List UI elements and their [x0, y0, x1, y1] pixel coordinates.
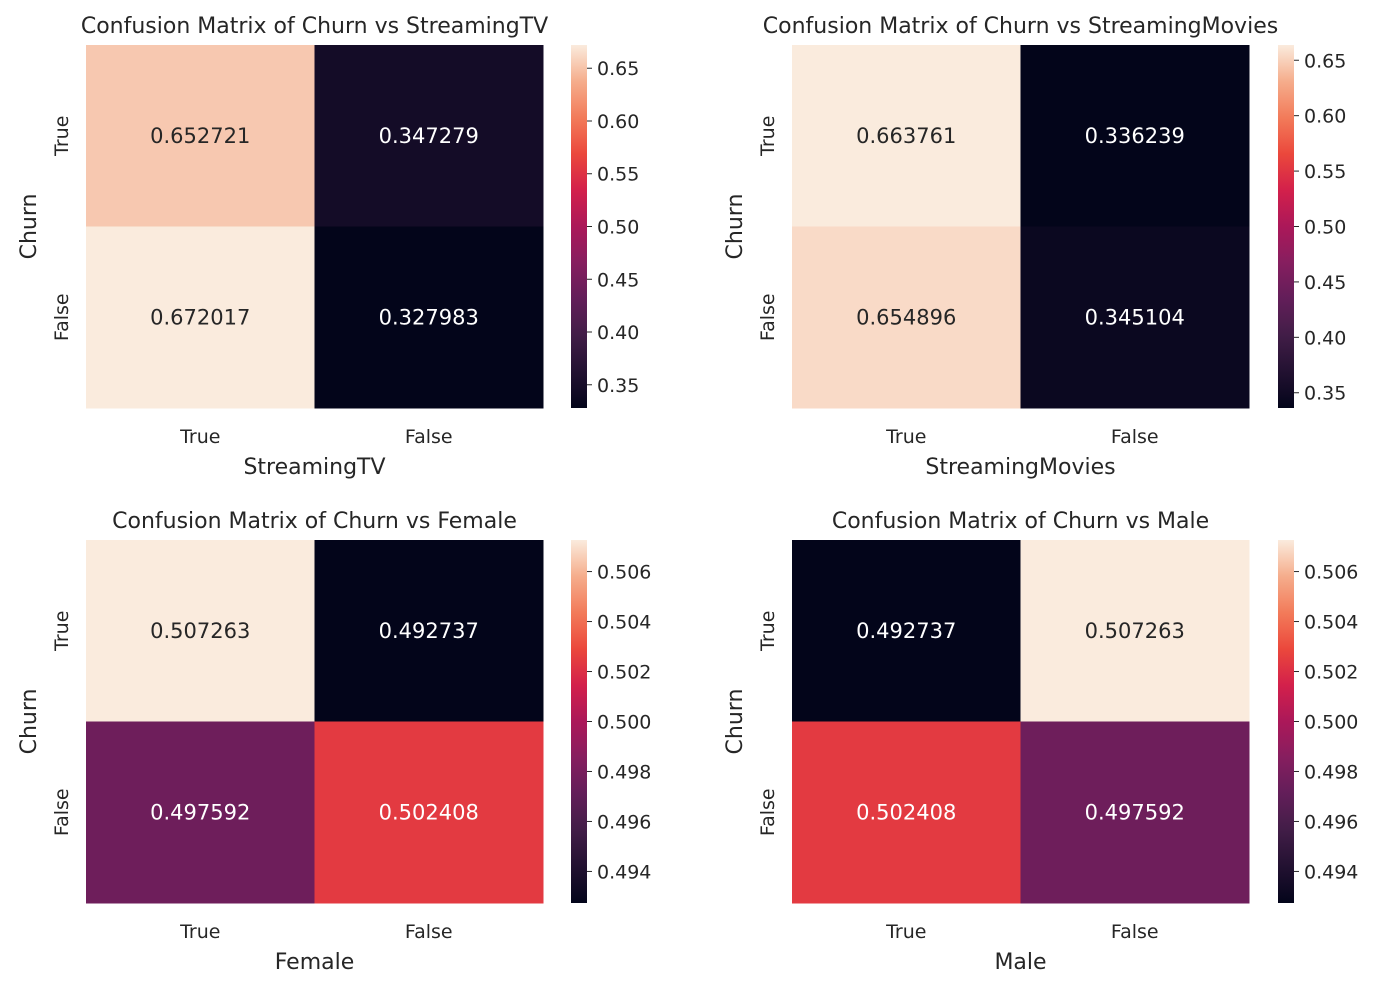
heatmap-cell-r1-c1: [314, 721, 544, 904]
colorbar-tick-label: 0.500: [597, 712, 651, 734]
x-tick-label: True: [179, 921, 220, 943]
x-tick-label: False: [405, 921, 453, 943]
colorbar-tick-label: 0.504: [1304, 612, 1358, 634]
heatmap-cell-r1-c0: [792, 226, 1021, 409]
y-axis-label: Churn: [723, 689, 748, 755]
x-tick-label: False: [1111, 921, 1159, 943]
y-tick-label: True: [757, 116, 779, 157]
cell-value-label: 0.502408: [379, 800, 479, 824]
colorbar-tick-label: 0.506: [597, 562, 651, 584]
cell-value-label: 0.497592: [1085, 800, 1185, 824]
x-tick-label: True: [885, 426, 926, 448]
heatmap-cell-r0-c1: [314, 45, 544, 227]
colorbar-tick-label: 0.35: [597, 375, 639, 397]
cell-value-label: 0.497592: [150, 800, 250, 824]
colorbar-tick-label: 0.35: [1304, 383, 1346, 405]
colorbar-tick-label: 0.55: [597, 164, 639, 186]
y-tick-label: True: [51, 611, 73, 652]
heatmap-cell-r1-c1: [1020, 721, 1250, 904]
colorbar-tick-label: 0.60: [597, 111, 639, 133]
colorbar-tick-label: 0.494: [597, 861, 651, 883]
chart-title: Confusion Matrix of Churn vs Male: [832, 509, 1209, 534]
cell-value-label: 0.652721: [150, 124, 250, 148]
cell-value-label: 0.654896: [856, 305, 956, 329]
colorbar: [1278, 45, 1294, 408]
cell-value-label: 0.502408: [856, 800, 956, 824]
heatmap-panel-2: 0.663761 0.336239 0.654896 0.345104 Confusio…: [723, 14, 1346, 480]
colorbar-tick-label: 0.50: [1304, 217, 1346, 239]
heatmap-cell-r0-c1: [1020, 45, 1250, 227]
heatmap-cell-r1-c0: [86, 226, 315, 409]
cell-value-label: 0.327983: [379, 305, 479, 329]
x-axis-label: Female: [275, 950, 355, 975]
colorbar-tick-label: 0.502: [597, 662, 651, 684]
x-axis-label: Male: [994, 950, 1046, 975]
colorbar-tick-label: 0.45: [597, 269, 639, 291]
colorbar: [571, 540, 587, 903]
colorbar-tick-label: 0.504: [597, 612, 651, 634]
x-tick-label: False: [405, 426, 453, 448]
y-axis-label: Churn: [17, 689, 42, 755]
x-tick-label: True: [885, 921, 926, 943]
cell-value-label: 0.347279: [379, 124, 479, 148]
heatmap-panel-4: 0.492737 0.507263 0.502408 0.497592 Confusio…: [723, 509, 1358, 975]
y-tick-label: False: [757, 293, 779, 341]
y-axis-label: Churn: [723, 194, 748, 260]
cell-value-label: 0.507263: [150, 619, 250, 643]
heatmap-cell-r0-c0: [86, 540, 315, 722]
colorbar-tick-label: 0.40: [597, 322, 639, 344]
x-axis-label: StreamingMovies: [925, 455, 1115, 480]
colorbar-tick-label: 0.500: [1304, 712, 1358, 734]
heatmap-cell-r1-c0: [792, 721, 1021, 904]
y-tick-label: False: [51, 293, 73, 341]
cell-value-label: 0.492737: [379, 619, 479, 643]
colorbar-tick-label: 0.494: [1304, 861, 1358, 883]
colorbar-tick-label: 0.506: [1304, 562, 1358, 584]
cell-value-label: 0.492737: [856, 619, 956, 643]
colorbar: [1278, 540, 1294, 903]
y-axis-label: Churn: [17, 194, 42, 260]
heatmap-panel-3: 0.507263 0.492737 0.497592 0.502408 Confusio…: [17, 509, 651, 975]
colorbar-tick-label: 0.498: [597, 761, 651, 783]
chart-title: Confusion Matrix of Churn vs StreamingTV: [81, 14, 548, 39]
colorbar-tick-label: 0.496: [597, 811, 651, 833]
y-tick-label: True: [51, 116, 73, 157]
chart-title: Confusion Matrix of Churn vs Female: [112, 509, 517, 534]
y-tick-label: False: [757, 788, 779, 836]
colorbar-tick-label: 0.498: [1304, 761, 1358, 783]
colorbar: [571, 45, 587, 408]
colorbar-tick-label: 0.55: [1304, 161, 1346, 183]
x-axis-label: StreamingTV: [243, 455, 385, 480]
cell-value-label: 0.672017: [150, 305, 250, 329]
colorbar-tick-label: 0.502: [1304, 662, 1358, 684]
cell-value-label: 0.663761: [856, 124, 956, 148]
x-tick-label: False: [1111, 426, 1159, 448]
chart-title: Confusion Matrix of Churn vs StreamingMo…: [763, 14, 1278, 39]
heatmap-cell-r1-c1: [314, 226, 544, 409]
heatmap-cell-r0-c0: [792, 540, 1021, 722]
y-tick-label: True: [757, 611, 779, 652]
cell-value-label: 0.345104: [1085, 305, 1185, 329]
cell-value-label: 0.336239: [1085, 124, 1185, 148]
colorbar-tick-label: 0.50: [597, 217, 639, 239]
y-tick-label: False: [51, 788, 73, 836]
heatmap-cell-r1-c0: [86, 721, 315, 904]
cell-value-label: 0.507263: [1085, 619, 1185, 643]
colorbar-tick-label: 0.40: [1304, 327, 1346, 349]
colorbar-tick-label: 0.65: [597, 58, 639, 80]
heatmap-panel-1: 0.652721 0.347279 0.672017 0.327983 Confusio…: [17, 14, 639, 480]
colorbar-tick-label: 0.496: [1304, 811, 1358, 833]
heatmap-cell-r0-c1: [1020, 540, 1250, 722]
heatmap-cell-r0-c1: [314, 540, 544, 722]
colorbar-tick-label: 0.65: [1304, 50, 1346, 72]
x-tick-label: True: [179, 426, 220, 448]
heatmap-cell-r0-c0: [792, 45, 1021, 227]
heatmap-cell-r0-c0: [86, 45, 315, 227]
colorbar-tick-label: 0.60: [1304, 106, 1346, 128]
colorbar-tick-label: 0.45: [1304, 272, 1346, 294]
heatmap-cell-r1-c1: [1020, 226, 1250, 409]
